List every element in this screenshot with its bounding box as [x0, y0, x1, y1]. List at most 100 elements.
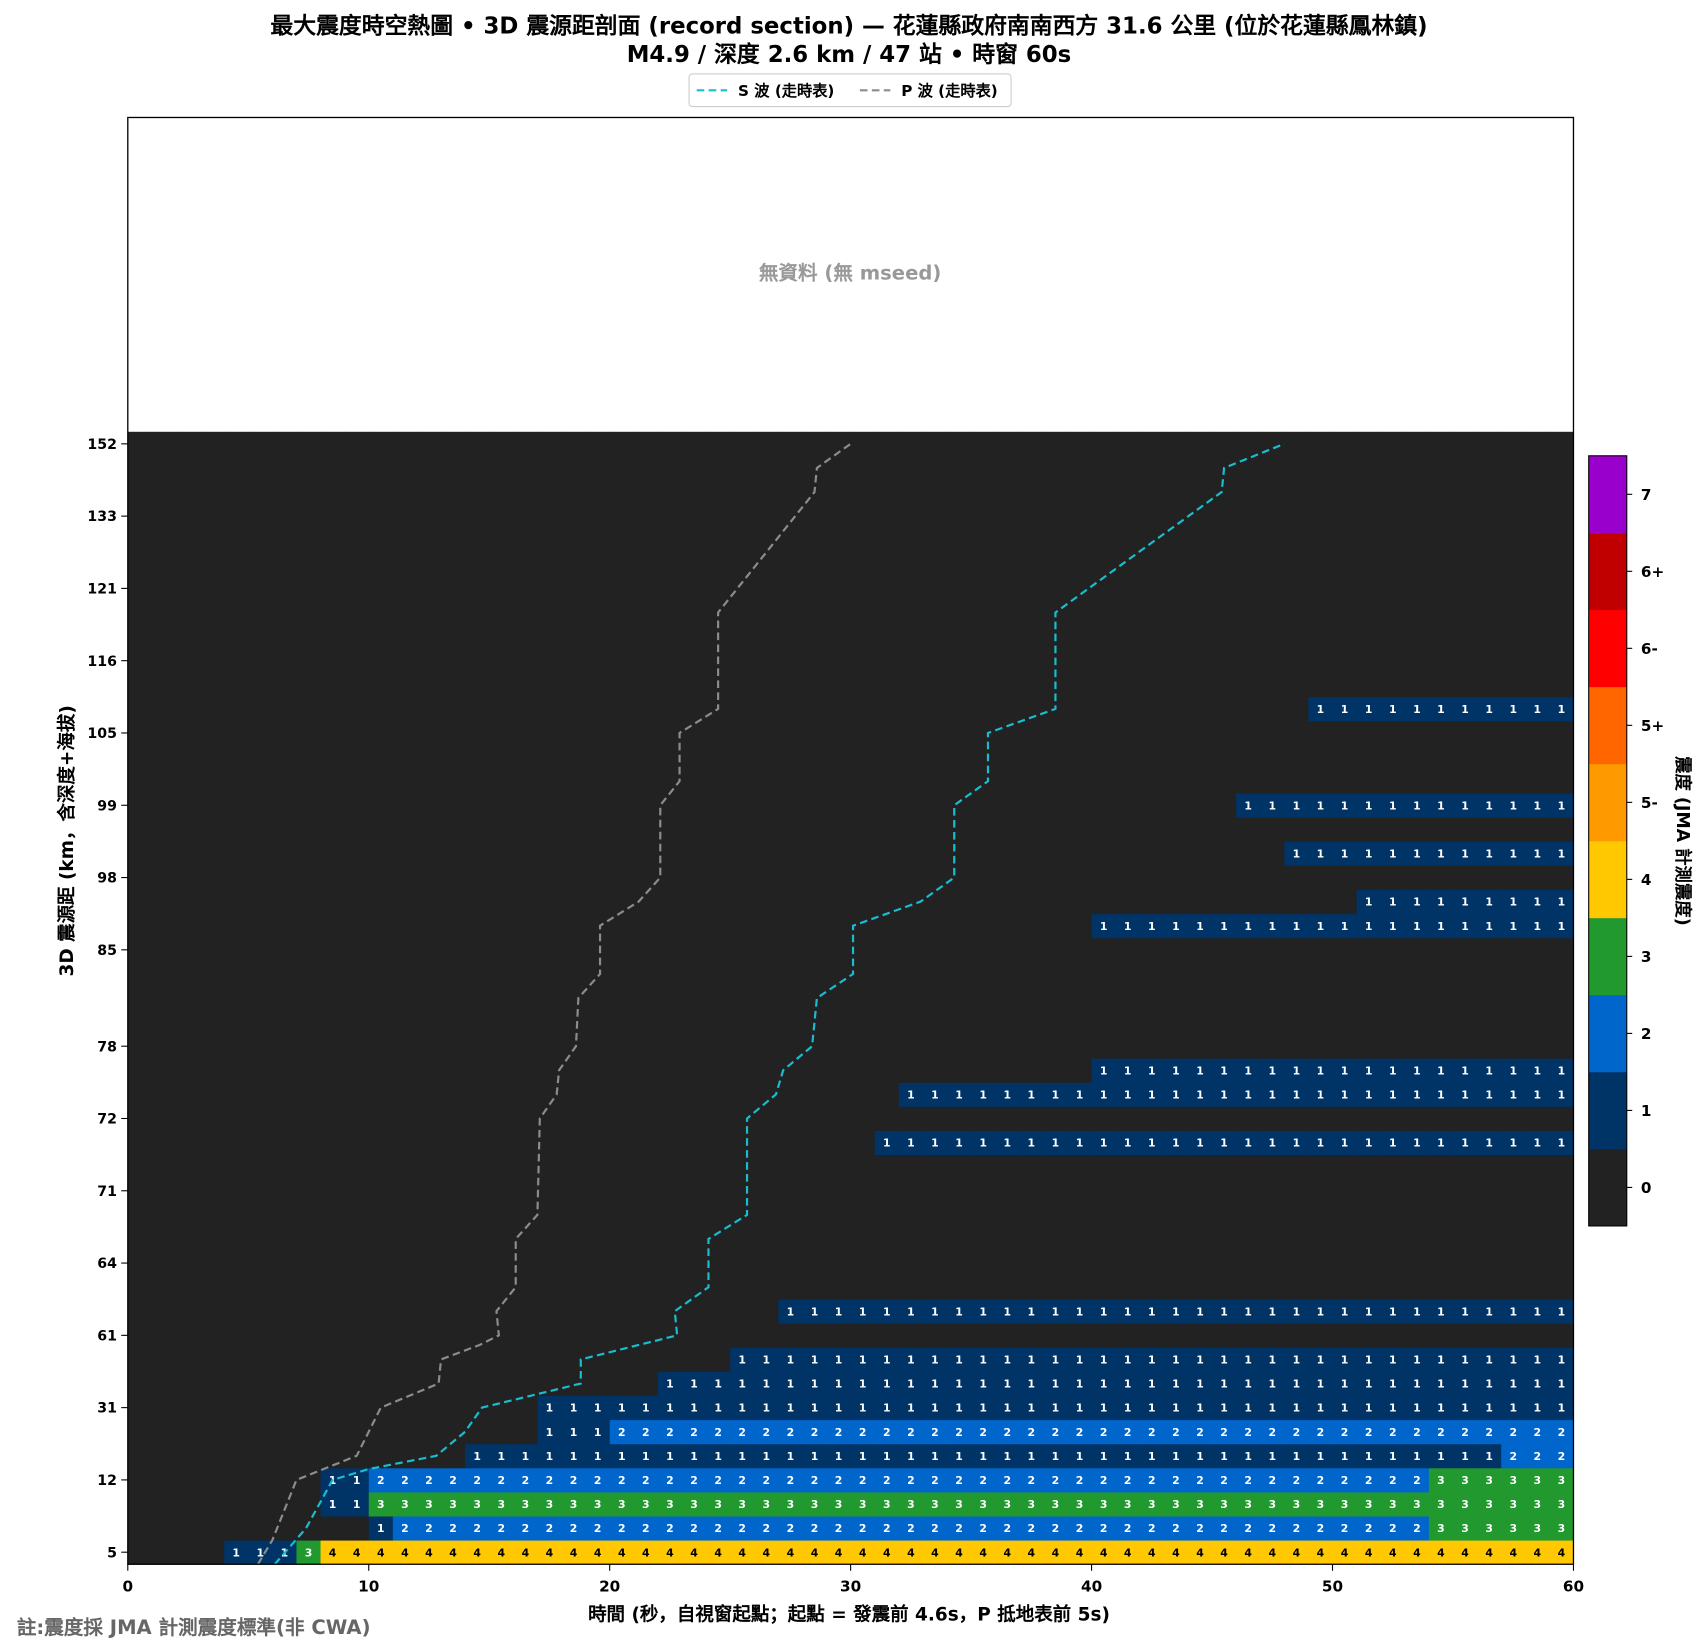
cell	[465, 1226, 490, 1252]
cell	[995, 817, 1020, 842]
cell	[392, 1058, 418, 1083]
cell	[151, 745, 177, 770]
cell	[1452, 1347, 1478, 1372]
cell	[465, 937, 490, 963]
cell	[1187, 1058, 1213, 1083]
cell-label: 3	[546, 1498, 554, 1511]
cell	[922, 1443, 948, 1469]
cell	[489, 1540, 514, 1565]
cell	[826, 1419, 852, 1445]
cell	[1115, 937, 1141, 963]
cell	[513, 720, 538, 746]
cell	[898, 769, 924, 794]
cell-label: 3	[1341, 1498, 1349, 1511]
cell	[585, 600, 611, 625]
cell	[657, 1323, 683, 1348]
cell	[1477, 1275, 1502, 1300]
cell	[296, 1371, 321, 1397]
cell	[1043, 985, 1068, 1011]
cell	[200, 1516, 225, 1541]
legend-label: S 波 (走時表)	[738, 82, 834, 100]
cell	[778, 552, 803, 577]
cell	[1477, 937, 1502, 963]
cell	[826, 1323, 852, 1348]
cell	[175, 961, 201, 987]
cell	[754, 841, 779, 866]
cell	[1139, 1371, 1165, 1397]
cell-label: 1	[1365, 896, 1373, 909]
cell	[1212, 600, 1237, 625]
cell-label: 2	[570, 1474, 578, 1487]
cell	[1549, 889, 1574, 915]
cell-label: 4	[1534, 1546, 1542, 1559]
cell	[1067, 889, 1093, 915]
cell	[995, 1178, 1020, 1204]
cell	[296, 1082, 321, 1107]
cell-label: 4	[1558, 1546, 1566, 1559]
cell	[706, 745, 731, 770]
cell-label: 1	[570, 1426, 578, 1439]
cell-label: 1	[763, 1402, 771, 1415]
cell	[175, 1082, 201, 1107]
cell-label: 2	[1148, 1522, 1156, 1535]
cell-label: 1	[1437, 1450, 1445, 1463]
cell	[1428, 745, 1454, 770]
cell-label: 1	[1485, 1064, 1493, 1077]
cell	[1163, 1516, 1189, 1541]
cell	[947, 1058, 972, 1083]
cell	[1549, 1419, 1574, 1445]
cell	[561, 1275, 587, 1300]
cell	[1477, 1491, 1502, 1517]
cell	[1212, 913, 1237, 939]
cell	[1404, 913, 1430, 939]
cell	[1356, 889, 1382, 915]
cell	[392, 1106, 418, 1131]
cell	[1549, 479, 1574, 505]
cell-label: 1	[1052, 1354, 1060, 1367]
cell	[1212, 1275, 1237, 1300]
cell	[416, 552, 442, 577]
cell	[657, 1491, 683, 1517]
cell	[754, 745, 779, 770]
cell	[320, 1178, 346, 1204]
cell	[368, 1516, 394, 1541]
cell	[971, 648, 996, 674]
cell	[971, 1443, 996, 1469]
cell-label: 1	[1220, 1305, 1228, 1318]
cell	[1091, 528, 1117, 553]
cell-label: 1	[787, 1378, 795, 1391]
cell	[537, 937, 562, 963]
cell	[609, 1106, 635, 1131]
cell	[850, 769, 876, 794]
cell	[1236, 961, 1261, 987]
cell	[127, 961, 153, 987]
cell	[1163, 1467, 1189, 1493]
cell	[392, 1010, 418, 1035]
cell	[224, 624, 249, 650]
cell	[898, 600, 924, 625]
cell	[465, 1058, 490, 1083]
cell	[609, 1516, 635, 1541]
cell	[1308, 1371, 1333, 1397]
cell	[681, 1178, 707, 1204]
cell-label: 1	[763, 1354, 771, 1367]
cell	[416, 1154, 442, 1180]
cell	[561, 455, 587, 481]
cell	[778, 1491, 803, 1517]
colorbar-swatch	[1588, 1071, 1627, 1150]
cell-label: 1	[1172, 920, 1180, 933]
cell	[1308, 1178, 1333, 1204]
cell	[1332, 1178, 1358, 1204]
cell	[1404, 1371, 1430, 1397]
cell	[1139, 1130, 1165, 1156]
cell-label: 1	[1437, 1064, 1445, 1077]
cell-label: 4	[787, 1546, 795, 1559]
cell	[1452, 1058, 1478, 1083]
cell	[1091, 1299, 1117, 1324]
cell-label: 2	[1269, 1474, 1277, 1487]
cell	[1284, 600, 1309, 625]
cell	[368, 1275, 394, 1300]
colorbar-tick-label: 1	[1641, 1102, 1652, 1120]
cell	[1091, 1443, 1117, 1469]
cell	[947, 1178, 972, 1204]
